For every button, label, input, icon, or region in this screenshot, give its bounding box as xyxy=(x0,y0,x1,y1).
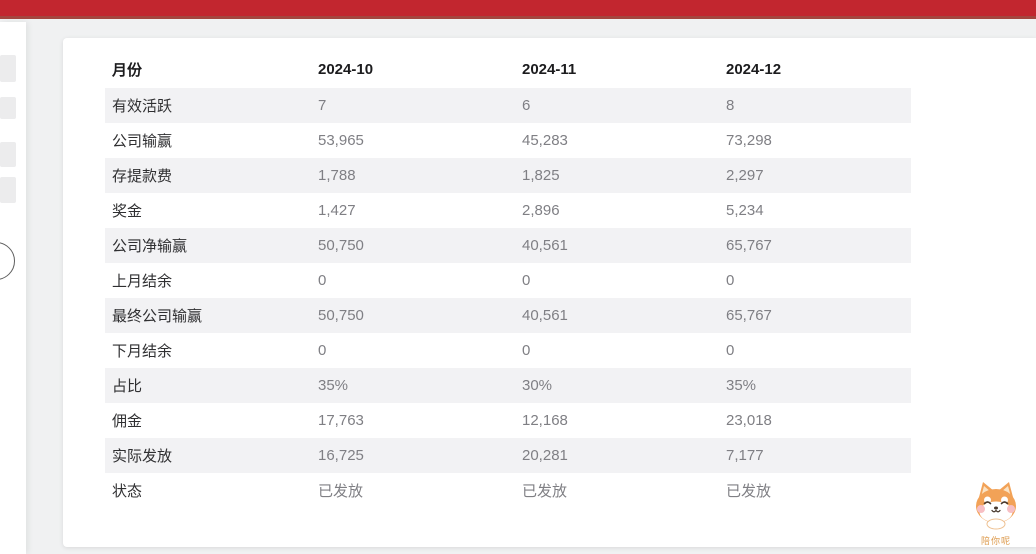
cell-value: 0 xyxy=(318,272,327,289)
cell-value: 0 xyxy=(318,342,327,359)
mascot-text: 陪你呢 xyxy=(980,536,1011,546)
table-row: 奖金 1,427 2,896 5,234 xyxy=(105,193,911,228)
skeleton-block xyxy=(0,55,16,82)
row-label: 上月结余 xyxy=(112,273,173,290)
top-app-bar xyxy=(0,0,1036,19)
background-left-panel xyxy=(0,22,26,554)
cell-value: 35% xyxy=(719,368,911,403)
cell-value: 65,767 xyxy=(719,228,911,263)
row-label: 下月结余 xyxy=(112,343,173,360)
cell-value: 0 xyxy=(522,342,531,359)
monthly-report-table: 月份 2024-10 2024-11 2024-12 有效活跃 7 6 8 公司输赢 53,9… xyxy=(105,50,911,508)
table-row: 实际发放 16,725 20,281 7,177 xyxy=(105,438,911,473)
cell-value: 50,750 xyxy=(311,298,515,333)
shiba-mascot-icon xyxy=(976,482,1016,530)
table-row: 有效活跃 7 6 8 xyxy=(105,88,911,123)
cell-value: 已发放 xyxy=(522,483,568,500)
row-label: 有效活跃 xyxy=(105,88,311,123)
cell-value: 12,168 xyxy=(522,412,568,429)
cell-value: 2,896 xyxy=(522,202,560,219)
cell-value: 2,297 xyxy=(719,158,911,193)
column-header-month: 月份 xyxy=(112,61,143,79)
row-label: 占比 xyxy=(105,368,311,403)
skeleton-block xyxy=(0,97,16,119)
cell-value: 40,561 xyxy=(515,298,719,333)
table-row: 状态 已发放 已发放 已发放 xyxy=(105,473,911,508)
cell-value: 1,788 xyxy=(311,158,515,193)
column-header-2024-11: 2024-11 xyxy=(522,60,577,78)
row-label: 奖金 xyxy=(112,203,143,220)
column-header-2024-12: 2024-12 xyxy=(726,60,782,78)
table-row: 公司净输赢 50,750 40,561 65,767 xyxy=(105,228,911,263)
cell-value: 30% xyxy=(515,368,719,403)
cell-value: 20,281 xyxy=(515,438,719,473)
cell-value: 16,725 xyxy=(311,438,515,473)
cell-value: 7 xyxy=(311,88,515,123)
table-row: 佣金 17,763 12,168 23,018 xyxy=(105,403,911,438)
cell-value: 0 xyxy=(726,272,735,289)
cell-value: 73,298 xyxy=(726,132,772,149)
cell-value: 7,177 xyxy=(719,438,911,473)
cell-value: 0 xyxy=(726,342,735,359)
cell-value: 1,825 xyxy=(515,158,719,193)
table-row: 上月结余 0 0 0 xyxy=(105,263,911,298)
table-row: 最终公司输赢 50,750 40,561 65,767 xyxy=(105,298,911,333)
row-label: 实际发放 xyxy=(105,438,311,473)
table-row: 下月结余 0 0 0 xyxy=(105,333,911,368)
row-label: 存提款费 xyxy=(105,158,311,193)
monthly-report-table-wrap: 月份 2024-10 2024-11 2024-12 有效活跃 7 6 8 公司输赢 53,9… xyxy=(105,50,911,508)
cell-value: 1,427 xyxy=(318,202,356,219)
row-label: 状态 xyxy=(112,483,143,500)
cell-value: 53,965 xyxy=(318,132,364,149)
cell-value: 40,561 xyxy=(515,228,719,263)
cell-value: 0 xyxy=(522,272,531,289)
cell-value: 6 xyxy=(515,88,719,123)
cell-value: 23,018 xyxy=(726,412,772,429)
report-card: 月份 2024-10 2024-11 2024-12 有效活跃 7 6 8 公司输赢 53,9… xyxy=(63,38,1036,547)
column-header-2024-10: 2024-10 xyxy=(318,60,374,78)
cell-value: 已发放 xyxy=(726,483,772,500)
mascot-widget[interactable]: 陪你呢 xyxy=(969,479,1023,546)
cell-value: 17,763 xyxy=(318,412,364,429)
skeleton-block xyxy=(0,142,16,167)
row-label: 佣金 xyxy=(112,413,143,430)
row-label: 最终公司输赢 xyxy=(105,298,311,333)
skeleton-block xyxy=(0,177,16,203)
table-header-row: 月份 2024-10 2024-11 2024-12 xyxy=(105,50,911,88)
table-row: 存提款费 1,788 1,825 2,297 xyxy=(105,158,911,193)
row-label: 公司输赢 xyxy=(112,133,173,150)
cell-value: 5,234 xyxy=(726,202,764,219)
table-row: 公司输赢 53,965 45,283 73,298 xyxy=(105,123,911,158)
cell-value: 35% xyxy=(311,368,515,403)
row-label: 公司净输赢 xyxy=(105,228,311,263)
table-body: 有效活跃 7 6 8 公司输赢 53,965 45,283 73,298 存提款费 1,788 1,… xyxy=(105,88,911,508)
cell-value: 50,750 xyxy=(311,228,515,263)
cell-value: 65,767 xyxy=(719,298,911,333)
table-row: 占比 35% 30% 35% xyxy=(105,368,911,403)
cell-value: 8 xyxy=(719,88,911,123)
cell-value: 45,283 xyxy=(522,132,568,149)
cell-value: 已发放 xyxy=(318,483,364,500)
